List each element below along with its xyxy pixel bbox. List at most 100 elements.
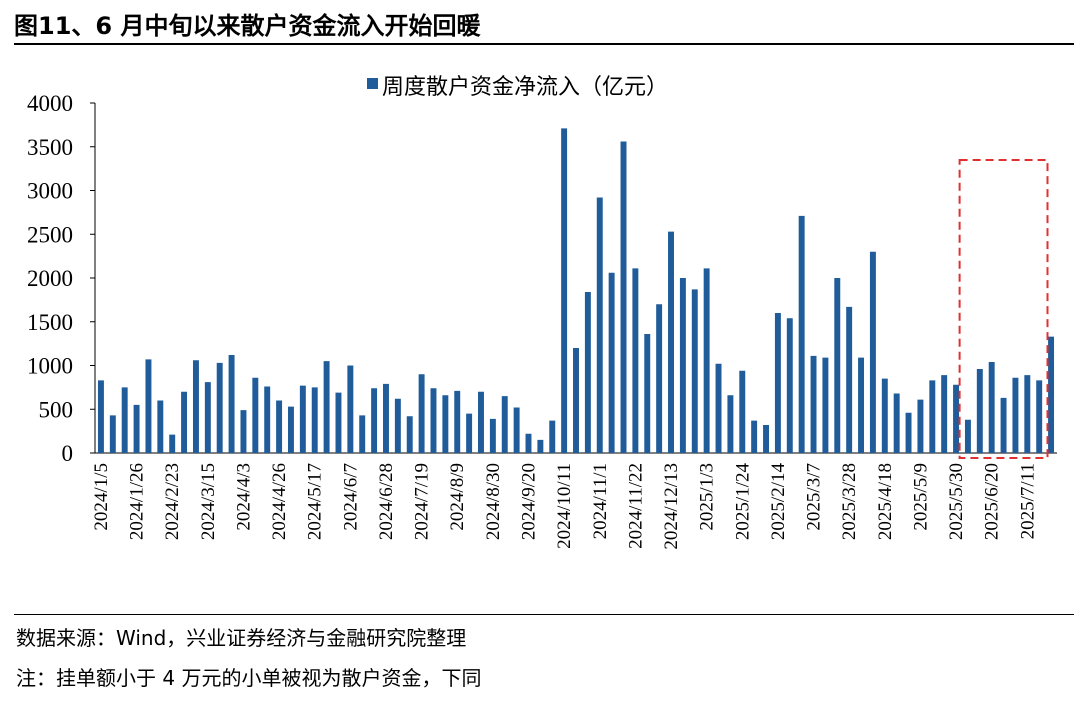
bar: [608, 272, 615, 453]
bar: [371, 388, 378, 453]
bar: [240, 410, 247, 454]
y-tick-label: 2000: [27, 266, 73, 291]
bar: [1012, 377, 1019, 453]
bar: [834, 278, 841, 453]
legend-label: 周度散户资金净流入（亿元）: [382, 75, 668, 100]
bar: [347, 365, 354, 453]
bar: [679, 278, 686, 453]
bar: [703, 268, 710, 454]
bar: [976, 369, 983, 453]
bar: [810, 355, 817, 454]
bar: [620, 141, 627, 453]
x-tick-label: 2024/6/28: [376, 463, 397, 540]
x-tick-label: 2024/2/23: [162, 463, 183, 540]
bar: [632, 268, 639, 454]
legend-swatch: [367, 78, 378, 89]
bar: [846, 306, 853, 454]
bar: [668, 231, 674, 453]
y-tick-label: 2500: [27, 222, 73, 247]
x-tick-label: 2024/9/20: [518, 463, 539, 540]
x-tick-label: 2024/1/5: [91, 463, 112, 531]
bar: [335, 392, 342, 454]
bar: [763, 425, 769, 453]
bar: [774, 313, 781, 453]
bar: [252, 377, 259, 453]
bar: [715, 363, 722, 453]
bar: [727, 395, 734, 453]
bar: [822, 357, 829, 454]
bar: [596, 197, 603, 453]
bar: [917, 399, 924, 454]
bar: [656, 304, 663, 453]
top-rule: [14, 43, 1074, 45]
bar: [97, 380, 104, 454]
bar: [359, 415, 366, 454]
x-tick-label: 2024/6/7: [340, 463, 361, 531]
y-tick-label: 1000: [27, 354, 73, 379]
bar: [513, 407, 520, 453]
bar: [133, 404, 140, 454]
x-tick-label: 2025/5/9: [910, 463, 931, 531]
bar: [109, 415, 116, 454]
bar: [869, 251, 876, 453]
bar-series: [97, 128, 1055, 454]
x-tick-label: 2024/4/26: [269, 463, 290, 540]
bar: [858, 357, 865, 454]
x-tick-label: 2025/2/14: [768, 463, 789, 541]
bar: [561, 128, 568, 454]
bar: [537, 439, 544, 454]
bar: [216, 362, 223, 454]
x-tick-label: 2025/6/20: [982, 463, 1003, 540]
x-tick-label: 2025/3/28: [839, 463, 860, 540]
x-tick-label: 2025/3/7: [804, 463, 825, 531]
x-tick-label: 2024/11/22: [625, 463, 646, 549]
y-axis: 0 500 1000 1500 2000 2500 3000 3500 4000: [27, 91, 96, 466]
bar: [181, 391, 188, 453]
x-tick-labels: 2024/1/5 2024/1/26 2024/2/23 2024/3/15 2024/…: [91, 463, 1038, 550]
bar: [786, 318, 793, 453]
x-tick-label: 2025/4/18: [875, 463, 896, 540]
bar: [383, 383, 389, 454]
x-tick-label: 2024/3/15: [198, 463, 219, 540]
bar: [204, 382, 211, 454]
figure-title: 图11、6 月中旬以来散户资金流入开始回暖: [14, 12, 481, 40]
bar: [549, 420, 556, 454]
bar: [418, 374, 425, 453]
bar: [953, 384, 960, 453]
x-tick-label: 2024/5/17: [305, 463, 326, 540]
x-tick-label: 2024/8/30: [483, 463, 504, 540]
bar: [169, 434, 176, 454]
bar: [1000, 397, 1007, 454]
bar: [905, 412, 912, 453]
bar: [228, 355, 235, 453]
bar: [964, 419, 971, 453]
bar: [525, 433, 532, 453]
x-tick-label: 2024/1/26: [127, 463, 148, 540]
bar: [287, 406, 294, 454]
x-tick-label: 2024/7/19: [412, 463, 433, 540]
bar: [798, 215, 805, 454]
bar: [430, 388, 437, 453]
bottom-rule: [14, 614, 1074, 615]
bar: [454, 390, 461, 454]
source-note: 数据来源：Wind，兴业证券经济与金融研究院整理: [16, 626, 467, 650]
bar: [893, 393, 900, 453]
x-tick-label: 2024/8/9: [447, 463, 468, 531]
bar: [406, 416, 413, 453]
y-tick-label: 1500: [27, 310, 73, 335]
y-tick-label: 500: [39, 397, 74, 422]
y-tick-label: 0: [62, 441, 74, 466]
bar: [394, 398, 401, 453]
bar: [751, 420, 758, 454]
bar: [145, 359, 152, 454]
bar: [466, 413, 473, 454]
bar: [988, 362, 995, 453]
bar: [299, 385, 306, 454]
x-tick-label: 2025/5/30: [946, 463, 967, 540]
legend: 周度散户资金净流入（亿元）: [367, 75, 668, 100]
bar: [121, 387, 128, 454]
bar: [192, 360, 199, 453]
bar: [264, 386, 271, 453]
bar: [691, 289, 698, 454]
